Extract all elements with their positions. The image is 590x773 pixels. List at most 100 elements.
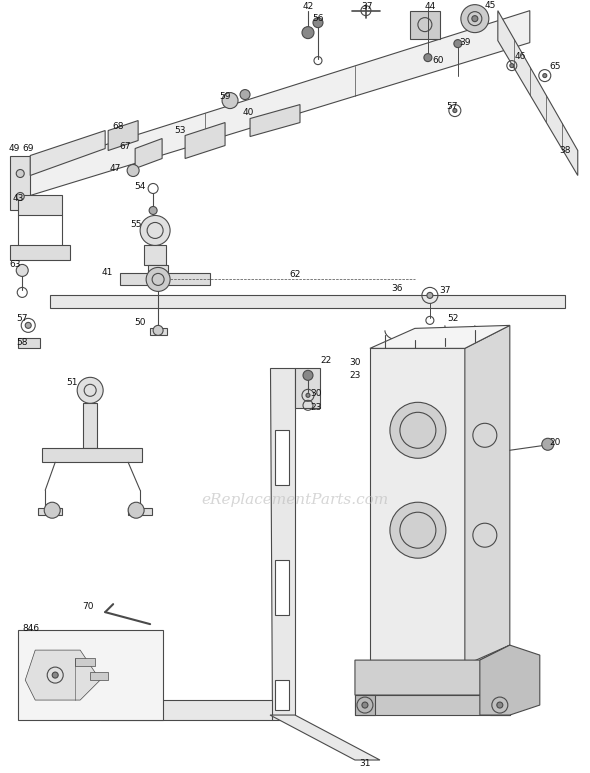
Polygon shape: [38, 508, 62, 516]
Polygon shape: [148, 265, 168, 274]
Polygon shape: [18, 196, 62, 216]
Circle shape: [510, 63, 514, 67]
Text: 63: 63: [9, 260, 21, 269]
Circle shape: [472, 15, 478, 22]
Text: 55: 55: [130, 220, 142, 229]
Text: 52: 52: [447, 314, 458, 323]
Polygon shape: [42, 448, 142, 462]
Circle shape: [153, 325, 163, 335]
Polygon shape: [480, 645, 540, 715]
Circle shape: [127, 165, 139, 176]
Polygon shape: [355, 695, 375, 715]
Polygon shape: [25, 650, 100, 700]
Circle shape: [362, 702, 368, 708]
Text: 23: 23: [349, 371, 360, 380]
Bar: [18, 630, 163, 720]
Circle shape: [313, 18, 323, 28]
Circle shape: [390, 402, 446, 458]
Text: 39: 39: [459, 38, 471, 47]
Polygon shape: [410, 11, 440, 39]
Circle shape: [146, 267, 170, 291]
Text: 37: 37: [361, 2, 373, 11]
Text: 38: 38: [559, 146, 571, 155]
Circle shape: [149, 206, 157, 214]
Polygon shape: [370, 325, 510, 349]
Polygon shape: [120, 274, 210, 285]
Polygon shape: [490, 695, 510, 715]
Circle shape: [128, 502, 144, 518]
Text: 40: 40: [242, 108, 254, 117]
Circle shape: [17, 169, 24, 178]
Bar: [275, 680, 289, 710]
Circle shape: [453, 108, 457, 113]
Circle shape: [302, 26, 314, 39]
Polygon shape: [295, 369, 320, 408]
Text: 46: 46: [514, 52, 526, 61]
Circle shape: [222, 93, 238, 108]
Circle shape: [17, 264, 28, 277]
Text: 69: 69: [22, 144, 34, 153]
Polygon shape: [465, 325, 510, 665]
Polygon shape: [10, 246, 70, 261]
Polygon shape: [370, 349, 465, 665]
Polygon shape: [135, 138, 162, 169]
Text: 30: 30: [310, 389, 322, 398]
Text: 58: 58: [17, 338, 28, 347]
Text: 49: 49: [8, 144, 19, 153]
Polygon shape: [270, 369, 295, 720]
Text: 67: 67: [119, 142, 131, 151]
Circle shape: [303, 370, 313, 380]
Polygon shape: [144, 246, 166, 265]
Text: 30: 30: [349, 358, 360, 367]
Polygon shape: [83, 404, 97, 448]
Text: 57: 57: [446, 102, 458, 111]
Text: 36: 36: [391, 284, 402, 293]
Circle shape: [497, 702, 503, 708]
Polygon shape: [30, 131, 105, 175]
Bar: [75, 658, 95, 666]
Circle shape: [543, 73, 547, 77]
Text: 31: 31: [359, 758, 371, 768]
Polygon shape: [10, 155, 30, 210]
Text: 846: 846: [22, 624, 40, 632]
Text: 22: 22: [320, 356, 332, 365]
Text: 70: 70: [83, 601, 94, 611]
Polygon shape: [128, 508, 152, 516]
Bar: [90, 672, 108, 680]
Circle shape: [25, 322, 31, 329]
Text: 45: 45: [484, 1, 496, 10]
Polygon shape: [150, 329, 167, 335]
Text: 37: 37: [439, 286, 451, 295]
Circle shape: [424, 53, 432, 62]
Circle shape: [427, 292, 433, 298]
Text: 65: 65: [549, 62, 560, 71]
Polygon shape: [498, 11, 578, 175]
Circle shape: [390, 502, 446, 558]
Text: 44: 44: [424, 2, 435, 11]
Bar: [275, 560, 289, 615]
Text: eReplacementParts.com: eReplacementParts.com: [201, 493, 389, 507]
Circle shape: [140, 216, 170, 246]
Circle shape: [17, 192, 24, 200]
Text: 47: 47: [110, 164, 121, 173]
Circle shape: [542, 438, 554, 450]
Text: 23: 23: [310, 403, 322, 412]
Text: 62: 62: [289, 270, 301, 279]
Polygon shape: [18, 339, 40, 349]
Polygon shape: [185, 123, 225, 158]
Polygon shape: [355, 645, 510, 695]
Circle shape: [44, 502, 60, 518]
Text: 56: 56: [312, 14, 324, 23]
Text: 57: 57: [17, 314, 28, 323]
Circle shape: [77, 377, 103, 404]
Circle shape: [461, 5, 489, 32]
Polygon shape: [50, 295, 565, 308]
Polygon shape: [100, 700, 272, 720]
Text: 53: 53: [175, 126, 186, 135]
Text: 68: 68: [113, 122, 124, 131]
Text: 59: 59: [219, 92, 231, 101]
Circle shape: [52, 672, 58, 678]
Polygon shape: [250, 104, 300, 137]
Circle shape: [306, 393, 310, 397]
Polygon shape: [270, 715, 380, 760]
